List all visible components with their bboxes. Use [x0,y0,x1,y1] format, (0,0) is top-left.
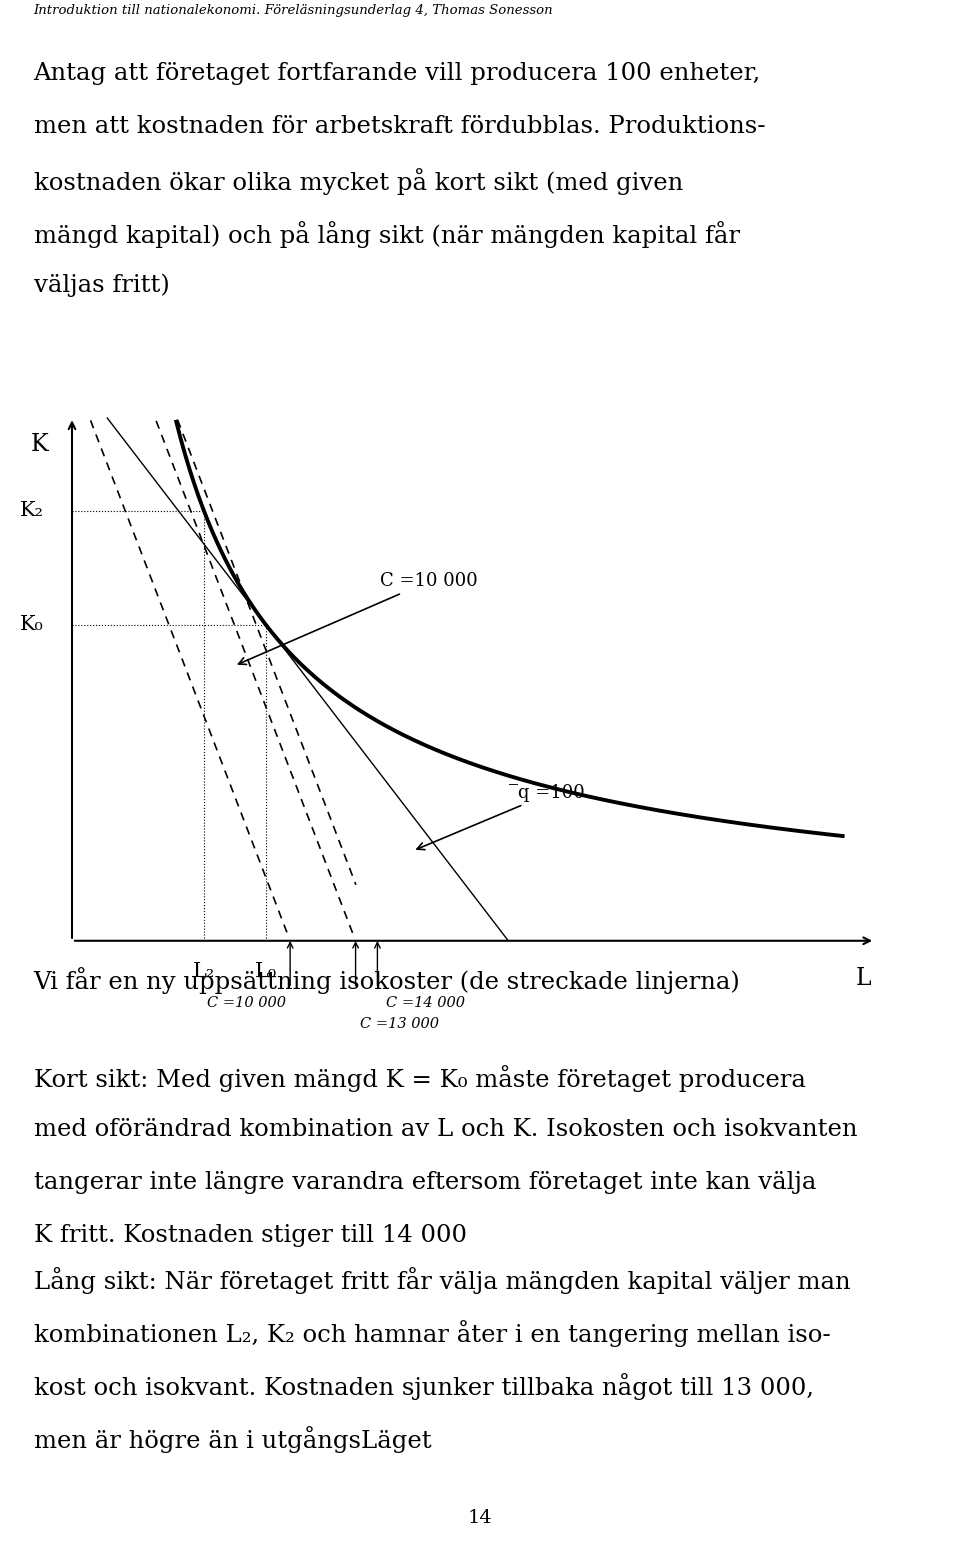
Text: men är högre än i utgångsLäget: men är högre än i utgångsLäget [34,1426,431,1452]
Text: Lång sikt: När företaget fritt får välja mängden kapital väljer man: Lång sikt: När företaget fritt får välja… [34,1267,851,1294]
Text: kost och isokvant. Kostnaden sjunker tillbaka något till 13 000,: kost och isokvant. Kostnaden sjunker til… [34,1373,814,1400]
Text: väljas fritt): väljas fritt) [34,274,169,297]
Text: C =13 000: C =13 000 [360,1017,439,1031]
Text: Vi får en ny uppsättning isokoster (de streckade linjerna): Vi får en ny uppsättning isokoster (de s… [34,967,740,994]
Text: K: K [31,434,48,456]
Text: K₀: K₀ [20,616,43,634]
Text: C =10 000: C =10 000 [207,997,286,1011]
Text: mängd kapital) och på lång sikt (när mängden kapital får: mängd kapital) och på lång sikt (när män… [34,221,739,247]
Text: L: L [855,967,871,991]
Text: tangerar inte längre varandra eftersom företaget inte kan välja: tangerar inte längre varandra eftersom f… [34,1171,816,1194]
Text: L₂: L₂ [193,963,215,981]
Text: K fritt. Kostnaden stiger till 14 000: K fritt. Kostnaden stiger till 14 000 [34,1224,467,1247]
Text: K₂: K₂ [19,501,43,521]
Text: med oförändrad kombination av L och K. Isokosten och isokvanten: med oförändrad kombination av L och K. I… [34,1118,857,1141]
Text: L₀: L₀ [254,963,277,981]
Text: Kort sikt: Med given mängd K = K₀ måste företaget producera: Kort sikt: Med given mängd K = K₀ måste … [34,1065,805,1092]
Text: ̅q =100: ̅q =100 [417,784,585,849]
Text: C =14 000: C =14 000 [386,997,465,1011]
Text: kostnaden ökar olika mycket på kort sikt (med given: kostnaden ökar olika mycket på kort sikt… [34,168,683,194]
Text: C =10 000: C =10 000 [238,572,478,664]
Text: men att kostnaden för arbetskraft fördubblas. Produktions-: men att kostnaden för arbetskraft fördub… [34,115,765,138]
Text: 14: 14 [468,1508,492,1527]
Text: Introduktion till nationalekonomi. Föreläsningsunderlag 4, Thomas Sonesson: Introduktion till nationalekonomi. Förel… [34,3,553,17]
Text: kombinationen L₂, K₂ och hamnar åter i en tangering mellan iso-: kombinationen L₂, K₂ och hamnar åter i e… [34,1320,830,1347]
Text: Antag att företaget fortfarande vill producera 100 enheter,: Antag att företaget fortfarande vill pro… [34,62,761,86]
